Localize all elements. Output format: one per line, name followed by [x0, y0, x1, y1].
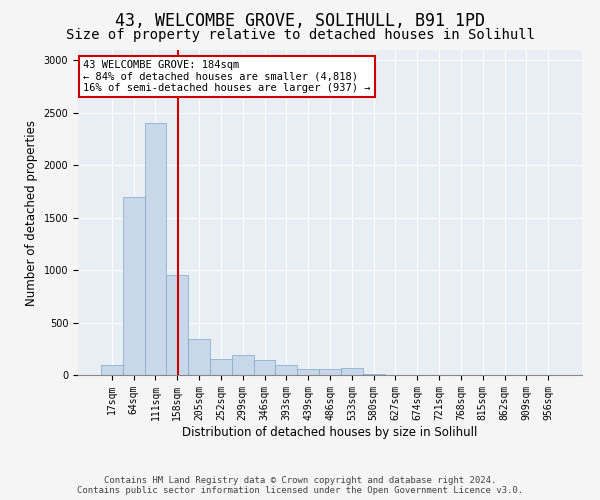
Bar: [275, 364, 297, 375]
Bar: [166, 276, 188, 375]
Bar: [319, 369, 341, 375]
Bar: [363, 374, 385, 375]
Text: Size of property relative to detached houses in Solihull: Size of property relative to detached ho…: [65, 28, 535, 42]
Bar: [210, 360, 232, 375]
Y-axis label: Number of detached properties: Number of detached properties: [25, 120, 38, 306]
Bar: [254, 360, 275, 375]
Text: 43 WELCOMBE GROVE: 184sqm
← 84% of detached houses are smaller (4,818)
16% of se: 43 WELCOMBE GROVE: 184sqm ← 84% of detac…: [83, 60, 371, 93]
X-axis label: Distribution of detached houses by size in Solihull: Distribution of detached houses by size …: [182, 426, 478, 438]
Bar: [232, 355, 254, 375]
Bar: [188, 340, 210, 375]
Bar: [297, 369, 319, 375]
Bar: [341, 368, 363, 375]
Text: Contains HM Land Registry data © Crown copyright and database right 2024.
Contai: Contains HM Land Registry data © Crown c…: [77, 476, 523, 495]
Bar: [145, 124, 166, 375]
Bar: [101, 364, 123, 375]
Text: 43, WELCOMBE GROVE, SOLIHULL, B91 1PD: 43, WELCOMBE GROVE, SOLIHULL, B91 1PD: [115, 12, 485, 30]
Bar: [123, 197, 145, 375]
